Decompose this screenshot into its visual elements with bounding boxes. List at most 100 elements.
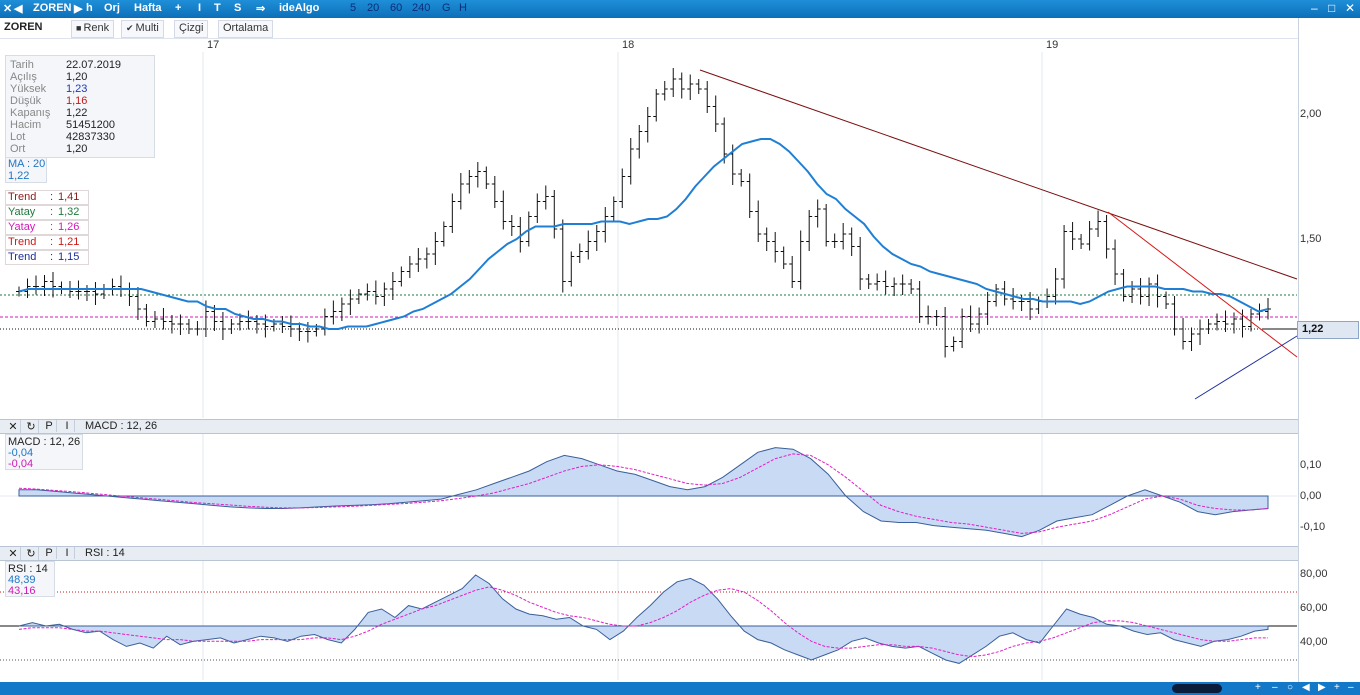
period-20[interactable]: 20: [367, 2, 380, 14]
ohlc-bar: [738, 169, 745, 187]
zoom-in-icon[interactable]: +: [1255, 682, 1261, 693]
period-240[interactable]: 240: [412, 2, 431, 14]
ohlc-bar: [1078, 234, 1085, 249]
close-icon[interactable]: ✕: [6, 420, 21, 433]
toolbar-item-h[interactable]: h: [86, 2, 93, 14]
zoom-out-icon[interactable]: –: [1272, 682, 1278, 693]
ohlc-bar: [406, 256, 413, 278]
ortalama-button[interactable]: Ortalama: [218, 20, 274, 38]
toolbar-item-s[interactable]: S: [234, 2, 242, 14]
close-icon[interactable]: ✕: [6, 547, 21, 560]
legend-label: Kapanış: [10, 107, 51, 119]
window-close-icon[interactable]: ✕: [1345, 1, 1356, 15]
ortalama-label: Ortalama: [223, 22, 269, 34]
macd-panel-title: MACD : 12, 26: [85, 420, 158, 432]
scroll-right-icon[interactable]: ▶: [74, 3, 83, 15]
ohlc-bar: [797, 230, 804, 290]
reset-icon[interactable]: ○: [1287, 682, 1294, 693]
ohlc-bar: [806, 210, 813, 251]
toolbar-item-hafta[interactable]: Hafta: [134, 2, 162, 14]
toolbar-item-idealgo[interactable]: ideAlgo: [279, 2, 320, 14]
ohlc-bar: [1222, 310, 1229, 332]
ohlc-bar: [882, 270, 889, 295]
ohlc-bar: [330, 300, 337, 325]
pan-right-icon[interactable]: ▶: [1318, 682, 1326, 693]
ohlc-bar: [1231, 312, 1238, 334]
ohlc-bar: [984, 292, 991, 325]
trend-box-value: 1,26: [58, 221, 80, 233]
close-icon[interactable]: ✕: [3, 3, 13, 15]
panel-p-button[interactable]: P: [42, 547, 57, 559]
support-line[interactable]: [1194, 335, 1298, 400]
panel-i-button[interactable]: I: [60, 547, 75, 559]
trend-box[interactable]: Yatay:1,26: [5, 220, 89, 235]
ma-legend-value: 1,22: [8, 170, 30, 182]
period-60[interactable]: 60: [390, 2, 403, 14]
legend-label: Açılış: [10, 71, 37, 83]
ohlc-bar: [746, 173, 753, 218]
ohlc-bar: [636, 125, 643, 159]
multi-button[interactable]: ✔ Multi: [121, 20, 164, 38]
ohlc-bar: [993, 284, 1000, 307]
ohlc-bar: [126, 282, 133, 306]
refresh-icon[interactable]: ↻: [24, 420, 39, 433]
legend-value: 42837330: [66, 131, 115, 143]
remove-icon[interactable]: –: [1348, 682, 1354, 693]
horizontal-scrollbar[interactable]: [1172, 684, 1222, 693]
bottom-bar: + – ○ ◀ ▶ + –: [0, 682, 1360, 695]
ohlc-bar: [1112, 239, 1119, 285]
ohlc-bar: [959, 308, 966, 348]
rsi-legend-title: RSI : 14: [8, 563, 48, 575]
macd-signal-value: -0,04: [8, 458, 34, 470]
ohlc-bar: [228, 319, 235, 334]
ohlc-bar: [976, 307, 983, 334]
ma-20-line[interactable]: [18, 138, 1269, 330]
trend-box-label: Trend: [8, 236, 37, 248]
ohlc-bar: [602, 207, 609, 243]
toolbar-item-i[interactable]: I: [198, 2, 202, 14]
ohlc-bar: [823, 204, 830, 247]
ohlc-bar: [58, 281, 65, 294]
toolbar-item-orj[interactable]: Orj: [104, 2, 120, 14]
period-5[interactable]: 5: [350, 2, 357, 14]
maximize-icon[interactable]: □: [1328, 1, 1336, 15]
ohlc-bar: [848, 227, 855, 256]
trend-box[interactable]: Trend:1,41: [5, 190, 89, 205]
ohlc-bar: [1069, 222, 1076, 250]
chart-toolbar: ZOREN ■ Renk ✔ Multi Çizgi Ortalama: [0, 18, 1298, 39]
scroll-left-icon[interactable]: ◀: [14, 3, 23, 15]
cizgi-button[interactable]: Çizgi: [174, 20, 209, 38]
trend-box[interactable]: Yatay:1,32: [5, 205, 89, 220]
pan-left-icon[interactable]: ◀: [1302, 682, 1310, 693]
refresh-icon[interactable]: ↻: [24, 547, 39, 560]
ohlc-bar: [372, 280, 379, 305]
period-g[interactable]: G: [442, 2, 451, 14]
trend-box[interactable]: Trend:1,21: [5, 235, 89, 250]
ohlc-bar: [1052, 268, 1059, 305]
legend-value: 1,20: [66, 143, 88, 155]
trend-line-red[interactable]: [1107, 211, 1298, 358]
panel-p-button[interactable]: P: [42, 420, 57, 432]
period-h[interactable]: H: [459, 2, 467, 14]
trend-line-main[interactable]: [699, 69, 1298, 280]
ohlc-bar: [296, 322, 303, 341]
ohlc-bar: [389, 272, 396, 300]
panel-i-button[interactable]: I: [60, 420, 75, 432]
arrow-right-icon[interactable]: ⇒: [256, 3, 266, 15]
ohlc-bar: [1154, 274, 1161, 308]
toolbar-item-t[interactable]: T: [214, 2, 221, 14]
add-icon[interactable]: +: [1334, 682, 1340, 693]
ohlc-bar: [100, 284, 107, 299]
legend-label: Düşük: [10, 95, 42, 107]
symbol-title[interactable]: ZOREN: [33, 2, 72, 14]
ohlc-bar: [500, 190, 507, 230]
ohlc-bar: [551, 190, 558, 239]
trend-box[interactable]: Trend:1,15: [5, 250, 89, 265]
renk-button[interactable]: ■ Renk: [71, 20, 115, 38]
minimize-icon[interactable]: –: [1311, 1, 1318, 15]
ohlc-bar: [1010, 288, 1017, 310]
toolbar-item-plus[interactable]: +: [175, 2, 182, 14]
ohlc-bar: [1146, 277, 1153, 306]
ohlc-bar: [695, 79, 702, 94]
